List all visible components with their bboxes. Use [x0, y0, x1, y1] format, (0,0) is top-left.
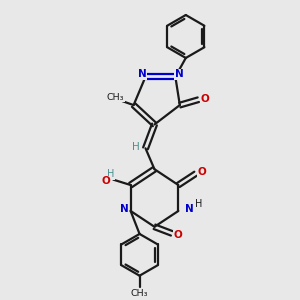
Text: N: N [175, 69, 183, 80]
Text: N: N [138, 69, 146, 80]
Text: CH₃: CH₃ [131, 289, 148, 298]
Text: O: O [173, 230, 182, 240]
Text: H: H [132, 142, 140, 152]
Text: H: H [107, 169, 115, 179]
Text: O: O [197, 167, 206, 177]
Text: CH₃: CH₃ [107, 93, 124, 102]
Text: N: N [120, 204, 128, 214]
Text: H: H [195, 200, 202, 209]
Text: N: N [185, 204, 194, 214]
Text: O: O [200, 94, 209, 104]
Text: O: O [101, 176, 110, 186]
